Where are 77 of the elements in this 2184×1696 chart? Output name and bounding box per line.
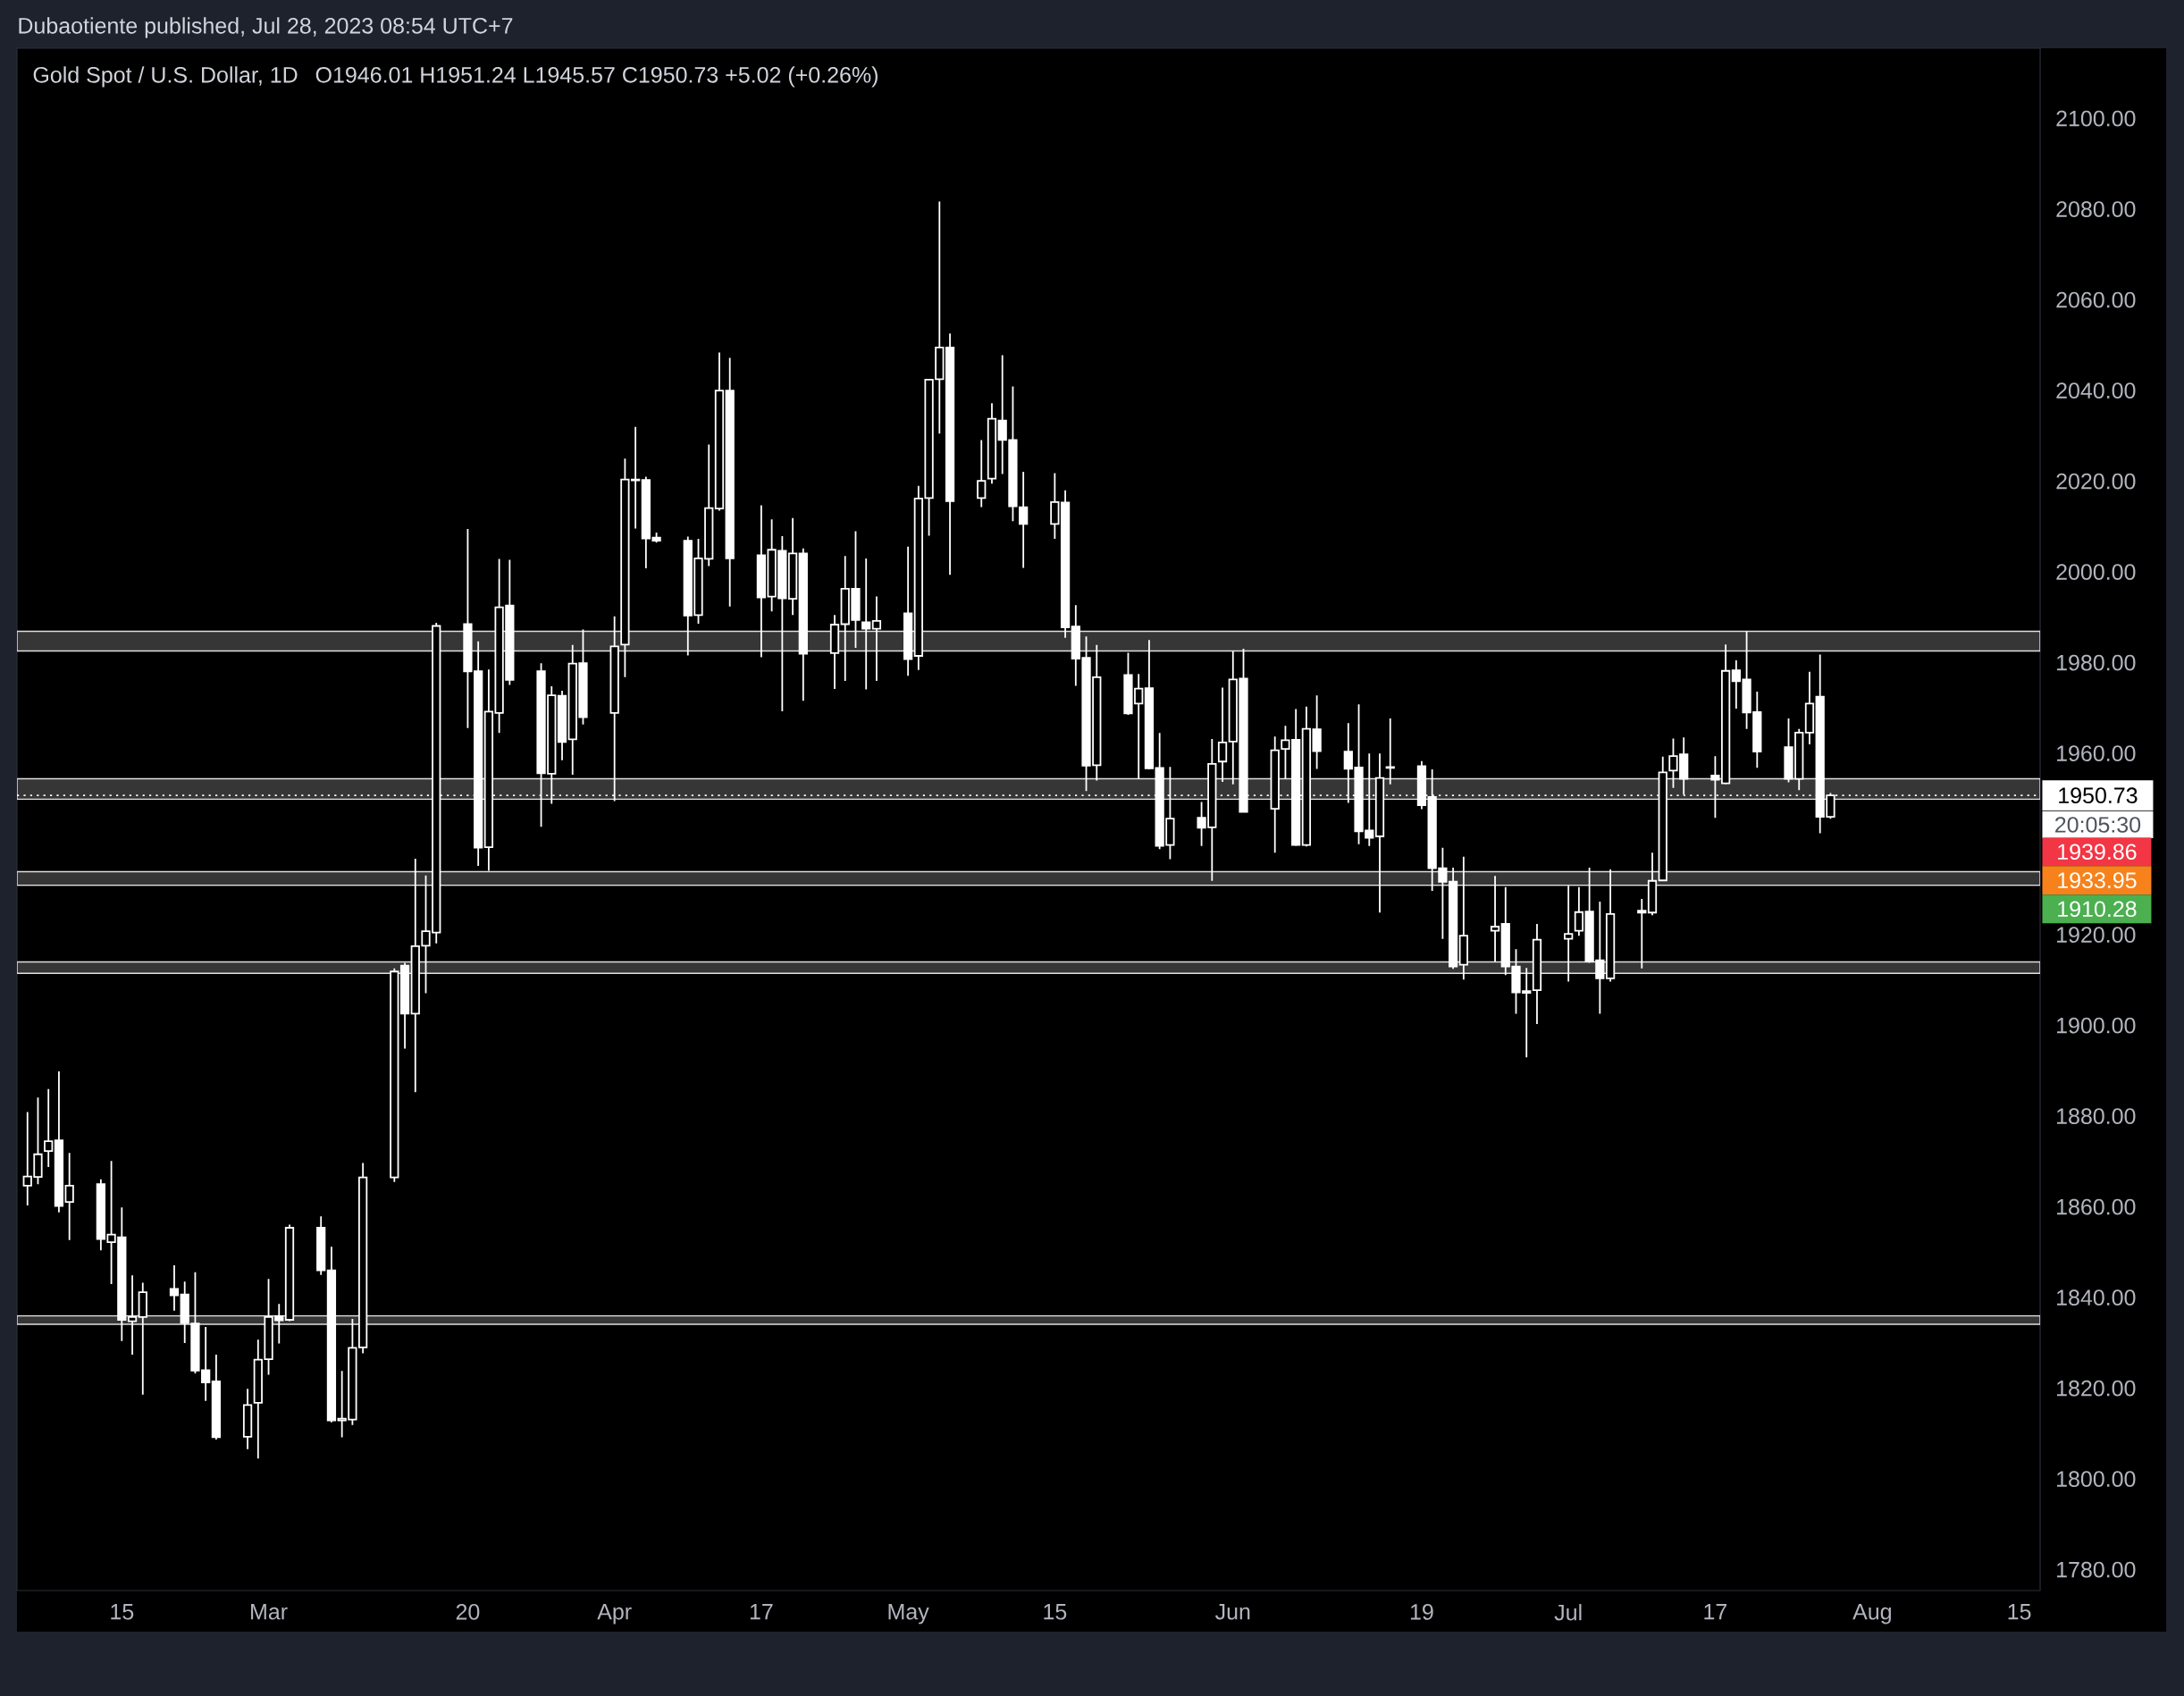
x-tick-label: Apr [597,1604,632,1625]
candlestick [903,545,913,677]
candlestick [1385,718,1395,785]
x-tick-label: May [888,1604,929,1625]
y-tick-label: 1860.00 [2057,1198,2136,1215]
y-tick-label: 1820.00 [2057,1380,2136,1397]
y-tick-label: 1880.00 [2057,1108,2136,1124]
ref-line-label: 1950.73 [2059,787,2138,804]
text: 20:05:30 [2055,817,2141,833]
y-tick-label: 1960.00 [2057,745,2136,761]
text: 1933.95 [2058,872,2137,889]
candlestick [861,558,871,691]
candlestick [798,547,808,702]
candlestick [1217,686,1228,783]
candlestick [1490,875,1500,962]
candlestick [54,1070,64,1213]
text: O1946.01 H1951.24 L1945.57 C1950.73 +5.02 (+0.26%) [315,66,878,88]
y-tick-label: 1780.00 [2057,1561,2136,1578]
candlestick [977,439,987,508]
y-tick-label: 2020.00 [2056,473,2136,490]
candlestick [1144,639,1155,770]
y-tick-label: 1980.00 [2057,654,2136,671]
y-tick-label: 1840.00 [2057,1289,2136,1306]
candlestick [1804,670,1815,745]
y-tick-label: 1920.00 [2057,927,2136,943]
text: 1939.86 [2058,844,2137,861]
candlestick [871,595,882,682]
candlestick [399,961,410,1050]
candlestick [316,1215,326,1276]
x-tick-label: 17 [1704,1604,1727,1620]
x-tick-label: 20 [456,1604,480,1620]
candlestick [714,351,725,512]
candlestick [725,357,735,608]
candlestick [787,516,798,617]
candlestick [756,504,767,659]
candlestick [1060,489,1071,639]
candlestick [44,1087,54,1168]
text: Gold Spot / U.S. Dollar, 1D [33,66,298,88]
y-tick-label: 2000.00 [2056,564,2136,580]
y-tick-label: 2060.00 [2056,291,2136,308]
candlestick [169,1264,180,1312]
candlestick [557,690,567,761]
x-tick-label: 17 [750,1604,773,1620]
candlestick [1605,869,1616,983]
candlestick [390,967,399,1183]
candlestick [1647,852,1658,917]
y-tick-label: 2100.00 [2056,110,2136,127]
candlestick [987,402,997,485]
x-tick-label: Jun [1215,1604,1250,1620]
y-tick-label: 2080.00 [2056,201,2136,217]
candlestick [211,1354,222,1440]
x-tick-label: 15 [111,1604,134,1620]
text: Dubaotiente published, Jul 28, 2023 08:54 UTC+7 [19,17,513,38]
candlestick [1532,923,1542,1026]
y-tick-label: 2040.00 [2056,382,2136,399]
x-tick-label: Mar [251,1604,288,1620]
candlestick [326,1246,337,1423]
candlestick [1564,885,1574,983]
candlestick [1637,898,1647,970]
candlestick [138,1281,147,1396]
candlestick [829,614,840,690]
candlestick [127,1274,138,1356]
x-tick-label: Aug [1852,1604,1891,1625]
candlestick [284,1223,295,1322]
candlestick [242,1388,253,1450]
x-tick-label: 15 [1044,1604,1067,1620]
y-tick-label: 1900.00 [2057,1017,2136,1034]
candlestick [1019,471,1029,569]
candlestick [1458,855,1468,981]
candlestick [945,332,955,576]
x-tick-label: 19 [1410,1604,1433,1620]
text: 1910.28 [2058,901,2137,918]
candlestick [1050,472,1060,540]
x-tick-label: Jul [1554,1604,1582,1621]
x-tick-label: 15 [2008,1604,2031,1620]
candlestick [64,1152,74,1241]
y-tick-label: 1800.00 [2057,1471,2136,1487]
